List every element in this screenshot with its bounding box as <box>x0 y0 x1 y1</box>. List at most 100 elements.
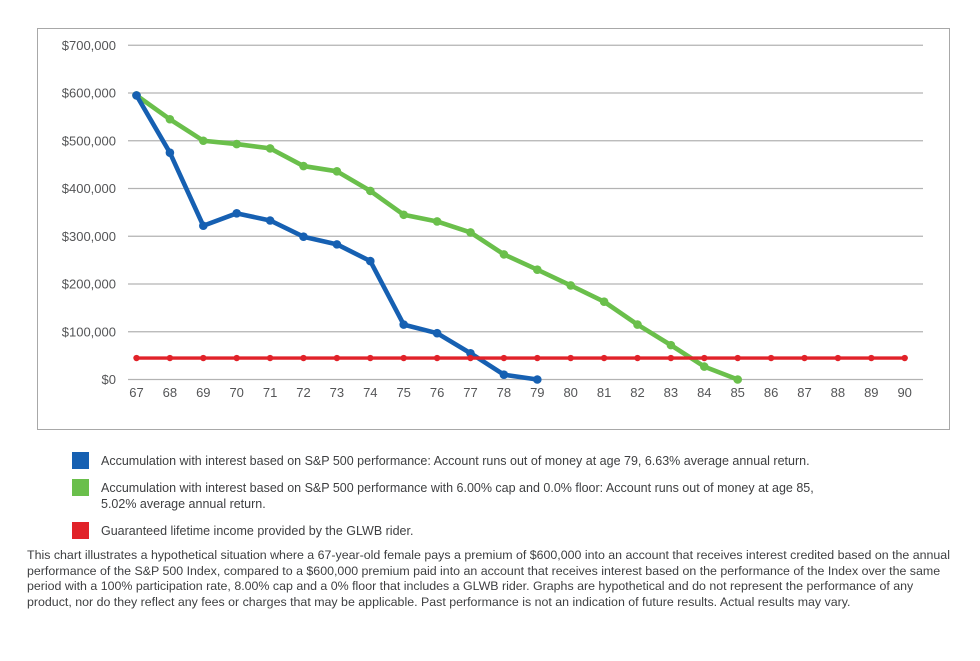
x-axis-label: 85 <box>730 385 744 400</box>
data-point-glwb-income <box>901 354 908 362</box>
legend-item-capped: Accumulation with interest based on S&P … <box>72 479 814 512</box>
x-axis-label: 84 <box>697 385 711 400</box>
data-point-glwb-income <box>534 354 541 362</box>
x-axis-label: 89 <box>864 385 878 400</box>
x-axis-label: 69 <box>196 385 210 400</box>
data-point-accumulation-sp500 <box>132 91 141 100</box>
data-point-accumulation-sp500 <box>366 256 375 266</box>
data-point-accumulation-capped <box>165 114 175 124</box>
data-point-accumulation-sp500 <box>299 232 308 242</box>
data-point-glwb-income <box>801 354 808 362</box>
data-point-accumulation-capped <box>299 161 308 171</box>
x-axis-label: 76 <box>430 385 444 400</box>
y-axis-label: $400,000 <box>62 181 116 196</box>
data-point-accumulation-sp500 <box>332 240 342 249</box>
data-point-accumulation-capped <box>666 340 676 350</box>
x-axis-label: 83 <box>664 385 678 400</box>
y-axis-label: $200,000 <box>62 277 116 292</box>
data-point-accumulation-capped <box>700 362 709 371</box>
x-axis-label: 73 <box>330 385 344 400</box>
data-point-glwb-income <box>133 354 140 362</box>
legend-label-capped: Accumulation with interest based on S&P … <box>101 479 814 512</box>
data-point-glwb-income <box>300 354 307 362</box>
chart-legend: Accumulation with interest based on S&P … <box>72 452 814 549</box>
data-point-glwb-income <box>233 354 240 362</box>
data-point-glwb-income <box>834 354 842 362</box>
data-point-accumulation-capped <box>366 186 375 196</box>
legend-label-line: Guaranteed lifetime income provided by t… <box>101 524 414 538</box>
x-axis-label: 87 <box>797 385 811 400</box>
data-point-accumulation-capped <box>566 281 575 290</box>
y-axis-label: $600,000 <box>62 86 116 101</box>
x-axis-label: 86 <box>764 385 778 400</box>
data-point-glwb-income <box>333 354 341 362</box>
data-point-accumulation-capped <box>432 217 442 226</box>
data-point-glwb-income <box>367 354 374 362</box>
data-point-glwb-income <box>500 354 508 362</box>
data-point-accumulation-capped <box>533 265 542 274</box>
x-axis-label: 80 <box>563 385 577 400</box>
y-axis-label: $700,000 <box>62 38 116 53</box>
data-point-accumulation-capped <box>332 167 342 176</box>
x-axis-label: 82 <box>630 385 644 400</box>
data-point-glwb-income <box>600 354 608 362</box>
data-point-glwb-income <box>567 354 574 362</box>
data-point-accumulation-sp500 <box>165 148 175 157</box>
x-axis-label: 72 <box>296 385 310 400</box>
legend-label-glwb: Guaranteed lifetime income provided by t… <box>101 522 413 539</box>
data-point-glwb-income <box>667 354 675 362</box>
y-axis-label: $100,000 <box>62 324 116 339</box>
data-point-glwb-income <box>467 354 474 362</box>
legend-swatch-red-icon <box>72 522 89 539</box>
data-point-glwb-income <box>634 354 641 362</box>
x-axis-label: 88 <box>831 385 845 400</box>
data-point-glwb-income <box>868 354 875 362</box>
legend-label-line: 5.02% average annual return. <box>101 497 266 511</box>
data-point-glwb-income <box>701 354 708 362</box>
x-axis-label: 74 <box>363 385 377 400</box>
data-point-accumulation-capped <box>466 228 475 237</box>
legend-swatch-blue-icon <box>72 452 89 469</box>
y-axis-label: $500,000 <box>62 133 116 148</box>
data-point-accumulation-sp500 <box>466 348 475 358</box>
disclaimer-text: This chart illustrates a hypothetical si… <box>27 548 950 609</box>
data-point-accumulation-sp500 <box>199 221 208 231</box>
legend-label-sp500: Accumulation with interest based on S&P … <box>101 452 810 469</box>
x-axis-label: 90 <box>897 385 911 400</box>
y-axis-label: $300,000 <box>62 229 116 244</box>
legend-label-line: Accumulation with interest based on S&P … <box>101 454 810 468</box>
x-axis-label: 71 <box>263 385 277 400</box>
x-axis-label: 78 <box>497 385 511 400</box>
data-point-accumulation-sp500 <box>499 370 509 380</box>
legend-swatch-green-icon <box>72 479 89 496</box>
line-chart: $0 $100,000 $200,000 $300,000 $400,000 $500,0… <box>62 38 923 400</box>
data-point-accumulation-sp500 <box>265 216 275 225</box>
x-axis-label: 77 <box>463 385 477 400</box>
data-point-accumulation-sp500 <box>232 209 241 218</box>
data-point-accumulation-sp500 <box>432 328 442 338</box>
x-axis-label: 79 <box>530 385 544 400</box>
data-point-accumulation-capped <box>232 139 241 149</box>
x-axis-label: 67 <box>129 385 143 400</box>
data-point-accumulation-sp500 <box>399 320 409 329</box>
data-point-glwb-income <box>266 354 274 362</box>
legend-label-line: Accumulation with interest based on S&P … <box>101 481 814 495</box>
data-point-accumulation-capped <box>633 320 642 329</box>
legend-item-glwb: Guaranteed lifetime income provided by t… <box>72 522 814 539</box>
data-point-glwb-income <box>400 354 407 362</box>
chart-container: $0 $100,000 $200,000 $300,000 $400,000 $500,0… <box>37 28 950 430</box>
x-axis-label: 70 <box>229 385 243 400</box>
data-point-glwb-income <box>433 354 441 362</box>
data-point-glwb-income <box>166 354 174 362</box>
data-point-accumulation-sp500 <box>533 375 542 384</box>
data-point-accumulation-capped <box>265 144 275 153</box>
data-point-accumulation-capped <box>733 375 742 384</box>
data-point-accumulation-capped <box>599 297 609 306</box>
data-point-accumulation-capped <box>499 250 509 259</box>
data-point-glwb-income <box>200 354 207 362</box>
data-point-accumulation-capped <box>199 136 208 146</box>
y-axis-label: $0 <box>102 372 116 387</box>
x-axis-label: 75 <box>396 385 410 400</box>
data-point-glwb-income <box>734 354 741 362</box>
